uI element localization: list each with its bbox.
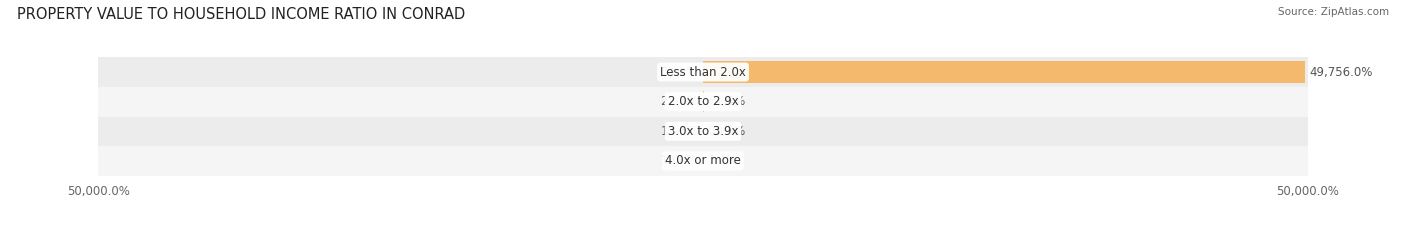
Bar — [703, 61, 1305, 83]
Text: 49,756.0%: 49,756.0% — [1309, 65, 1372, 79]
Bar — [98, 146, 1308, 176]
Bar — [98, 87, 1308, 116]
Text: Less than 2.0x: Less than 2.0x — [659, 65, 747, 79]
Text: 7.1%: 7.1% — [709, 154, 738, 168]
Text: 22.5%: 22.5% — [709, 125, 745, 138]
Text: 27.7%: 27.7% — [661, 95, 697, 108]
Text: 2.0x to 2.9x: 2.0x to 2.9x — [668, 95, 738, 108]
Text: PROPERTY VALUE TO HOUSEHOLD INCOME RATIO IN CONRAD: PROPERTY VALUE TO HOUSEHOLD INCOME RATIO… — [17, 7, 465, 22]
Text: 39.1%: 39.1% — [661, 65, 697, 79]
Text: 13.6%: 13.6% — [661, 125, 697, 138]
Text: 19.6%: 19.6% — [661, 154, 697, 168]
Text: Source: ZipAtlas.com: Source: ZipAtlas.com — [1278, 7, 1389, 17]
Bar — [98, 57, 1308, 87]
Text: 61.5%: 61.5% — [709, 95, 745, 108]
Bar — [98, 116, 1308, 146]
Text: 4.0x or more: 4.0x or more — [665, 154, 741, 168]
Text: 3.0x to 3.9x: 3.0x to 3.9x — [668, 125, 738, 138]
